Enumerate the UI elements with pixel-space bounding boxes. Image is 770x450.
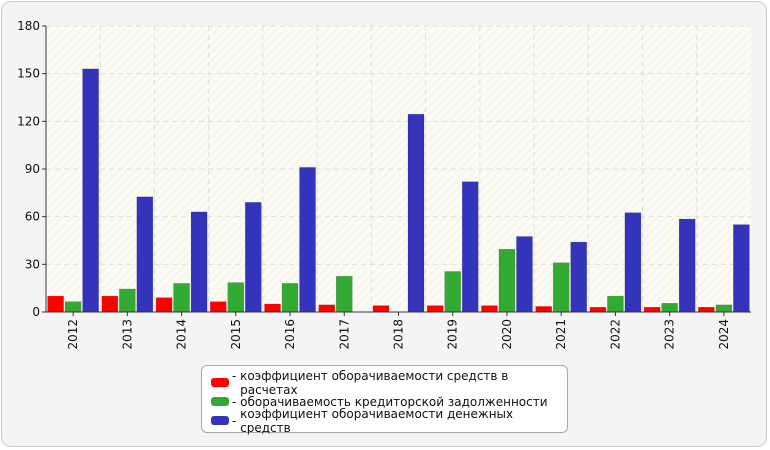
x-tick-label: 2021 xyxy=(554,319,568,350)
bar-series-0 xyxy=(210,301,227,313)
bar-series-2 xyxy=(570,241,587,313)
bar-series-0 xyxy=(481,305,498,313)
legend-label: коэффициент оборачиваемости денежных сре… xyxy=(240,406,514,435)
bar-series-2 xyxy=(82,68,99,313)
bar-series-1 xyxy=(498,248,516,313)
legend-item-cash-turnover: - коэффициент оборачиваемости денежных с… xyxy=(211,407,567,435)
x-tick-label: 2014 xyxy=(175,319,189,350)
bar-series-2 xyxy=(678,218,696,313)
y-tick-label: 30 xyxy=(25,257,40,271)
bar-series-2 xyxy=(136,196,154,313)
bar-series-0 xyxy=(264,303,281,313)
legend-label: оборачиваемость кредиторской задолженнос… xyxy=(240,394,548,409)
y-tick-label: 150 xyxy=(17,67,40,81)
x-tick-label: 2024 xyxy=(717,319,731,350)
legend-swatch-blue xyxy=(211,416,229,425)
bar-series-0 xyxy=(426,305,444,313)
bar-series-0 xyxy=(535,306,552,313)
x-tick-label: 2018 xyxy=(392,319,406,350)
legend-swatch-red xyxy=(211,378,229,387)
y-tick-label: 60 xyxy=(25,210,40,224)
bar-series-2 xyxy=(299,167,316,313)
bar-series-0 xyxy=(155,297,173,313)
bar-series-2 xyxy=(461,181,479,313)
x-tick-label: 2013 xyxy=(120,319,134,350)
y-tick-label: 90 xyxy=(25,162,40,176)
bar-series-1 xyxy=(552,262,570,313)
bar-series-1 xyxy=(173,283,190,313)
y-tick-label: 0 xyxy=(32,305,40,319)
bar-series-1 xyxy=(281,283,299,313)
bar-series-1 xyxy=(607,295,624,313)
bar-series-1 xyxy=(64,301,82,313)
x-tick-label: 2015 xyxy=(229,319,243,350)
x-tick-label: 2019 xyxy=(446,319,460,350)
bar-series-2 xyxy=(733,224,750,313)
x-tick-label: 2020 xyxy=(500,319,514,350)
legend-swatch-green xyxy=(211,397,229,406)
bar-series-0 xyxy=(589,306,607,313)
bar-series-1 xyxy=(227,282,245,313)
bar-series-2 xyxy=(190,211,208,313)
bar-series-2 xyxy=(245,202,262,313)
y-tick-label: 180 xyxy=(17,19,40,33)
bar-series-0 xyxy=(372,305,390,313)
bar-series-0 xyxy=(643,306,661,313)
bar-series-0 xyxy=(47,295,64,313)
x-tick-label: 2012 xyxy=(66,319,80,350)
bar-series-1 xyxy=(119,288,136,313)
x-tick-label: 2016 xyxy=(283,319,297,350)
bar-series-1 xyxy=(715,304,733,313)
bar-series-0 xyxy=(698,306,715,313)
y-tick-label: 120 xyxy=(17,114,40,128)
bar-series-2 xyxy=(407,113,425,313)
bar-series-1 xyxy=(661,303,678,313)
bar-series-1 xyxy=(336,276,353,313)
bar-series-2 xyxy=(516,236,533,313)
legend: - коэффициент оборачиваемости средств в … xyxy=(201,365,568,435)
x-tick-label: 2022 xyxy=(608,319,622,350)
bar-series-0 xyxy=(101,295,119,313)
legend-label: коэффициент оборачиваемости средств в ра… xyxy=(240,368,509,397)
legend-item-receivables-turnover: - коэффициент оборачиваемости средств в … xyxy=(211,369,567,397)
x-tick-label: 2023 xyxy=(663,319,677,350)
x-tick-label: 2017 xyxy=(337,319,351,350)
bar-series-1 xyxy=(444,271,461,313)
legend-item-payables-turnover: - оборачиваемость кредиторской задолженн… xyxy=(211,392,567,411)
bar-series-0 xyxy=(318,304,336,313)
bar-series-2 xyxy=(624,212,642,313)
